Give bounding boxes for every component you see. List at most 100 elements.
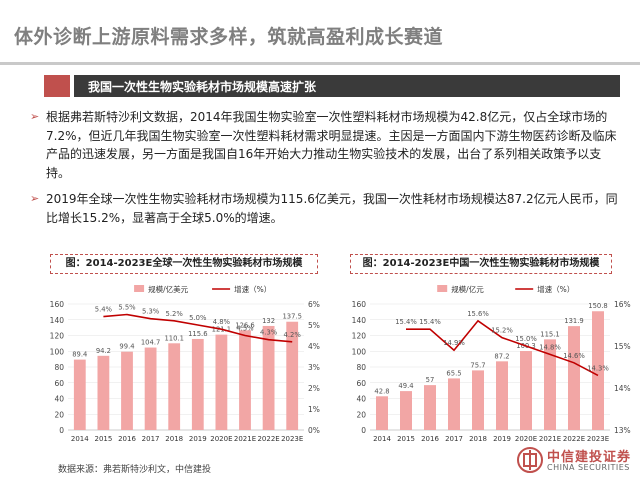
x-tick-label: 2014: [373, 435, 391, 443]
bar-value-label: 42.8: [374, 387, 389, 395]
x-tick-label: 2022E: [563, 435, 585, 443]
title-divider: [0, 62, 640, 65]
x-tick-label: 2015: [397, 435, 415, 443]
bar-value-label: 126.6: [235, 321, 254, 329]
y-right-tick-label: 16%: [614, 300, 631, 309]
bar: [472, 370, 484, 430]
growth-value-label: 5.3%: [142, 308, 160, 316]
y-left-tick-label: 80: [356, 363, 366, 372]
bar: [424, 385, 436, 430]
bar: [239, 330, 251, 430]
chart-title-global: 图：2014-2023E全球一次性生物实验耗材市场规模: [50, 254, 318, 274]
x-tick-label: 2017: [445, 435, 463, 443]
y-right-tick-label: 4%: [308, 342, 320, 351]
growth-value-label: 5.2%: [166, 310, 184, 318]
legend-bar-label: 规模/亿元: [451, 284, 484, 294]
section-title: 我国一次性生物实验耗材市场规模高速扩张: [88, 80, 317, 94]
growth-value-label: 14.9%: [443, 339, 465, 347]
bar: [144, 347, 157, 430]
bar-value-label: 110.1: [164, 334, 183, 342]
y-left-tick-label: 0: [361, 426, 366, 435]
legend-line-label: 增速（%）: [537, 284, 574, 294]
bar-value-label: 49.4: [398, 382, 413, 390]
bar: [215, 334, 228, 430]
banner-body: [74, 75, 620, 97]
growth-line: [406, 319, 599, 377]
x-tick-label: 2016: [421, 435, 439, 443]
bar: [592, 311, 604, 430]
arrow-bullet-icon: ➢: [30, 192, 40, 205]
x-tick-label: 2021E: [539, 435, 561, 443]
y-left-tick-label: 160: [352, 300, 367, 309]
y-right-tick-label: 5%: [308, 321, 320, 330]
chart-title-china: 图：2014-2023E中国一次性生物实验耗材市场规模: [350, 254, 612, 274]
bar-value-label: 94.2: [96, 347, 111, 355]
bar-value-label: 57: [426, 376, 435, 384]
growth-value-label: 14.8%: [539, 343, 561, 351]
growth-value-label: 4.3%: [260, 329, 278, 337]
y-left-tick-label: 120: [50, 332, 65, 341]
bar: [544, 339, 556, 430]
logo-text-en: CHINA SECURITIES: [547, 463, 630, 472]
y-left-tick-label: 40: [54, 395, 64, 404]
global-market-chart: 规模/亿美元 增速（%） 0 20 40 60 80 100 120 140 160 0% 1% 2% 3%…: [50, 284, 320, 443]
y-left-tick-label: 160: [50, 300, 65, 309]
bar-value-label: 137.5: [282, 313, 301, 321]
bar-value-label: 89.4: [72, 351, 87, 359]
legend-bar-label: 规模/亿美元: [148, 284, 189, 294]
bar: [286, 321, 299, 430]
growth-line: [103, 313, 293, 343]
x-tick-label: 2019: [493, 435, 511, 443]
bar-value-label: 104.7: [141, 339, 160, 347]
bar: [568, 326, 580, 430]
arrow-bullet-icon: ➢: [30, 110, 40, 123]
bar: [97, 355, 110, 430]
y-left-tick-label: 20: [54, 410, 64, 419]
y-left-tick-label: 60: [356, 379, 366, 388]
y-left-tick-label: 80: [54, 363, 64, 372]
x-tick-label: 2014: [71, 435, 89, 443]
y-left-tick-label: 140: [50, 316, 65, 325]
growth-value-label: 5.4%: [95, 306, 113, 314]
logo-text-cn: 中信建投证券: [547, 450, 632, 465]
y-left-tick-label: 100: [352, 347, 367, 356]
bullet-item: ➢ 2019年全球一次性生物实验耗材市场规模为115.6亿美元，我国一次性耗材市…: [30, 190, 620, 227]
growth-value-label: 4.8%: [213, 318, 231, 326]
x-tick-label: 2016: [118, 435, 136, 443]
logo-mark-icon: [517, 447, 543, 473]
x-tick-label: 2015: [94, 435, 112, 443]
bar: [376, 396, 388, 430]
legend-line-label: 增速（%）: [234, 284, 271, 294]
china-market-chart: 规模/亿元 增速（%） 0 20 40 60 80 100 120 140 160 13% 14% 15%…: [352, 284, 631, 443]
y-left-tick-label: 140: [352, 316, 367, 325]
bar: [73, 359, 86, 430]
y-left-tick-label: 60: [54, 379, 64, 388]
growth-value-label: 14.6%: [563, 352, 585, 360]
y-right-tick-label: 2%: [308, 384, 320, 393]
x-tick-label: 2023E: [281, 435, 303, 443]
x-tick-label: 2022E: [257, 435, 279, 443]
bullet-text: 根据弗若斯特沙利文数据，2014年我国生物实验室一次性塑料耗材市场规模为42.8…: [46, 110, 617, 180]
y-right-tick-label: 0%: [308, 426, 320, 435]
bar-value-label: 115.1: [540, 330, 559, 338]
bullet-list: ➢ 根据弗若斯特沙利文数据，2014年我国生物实验室一次性塑料耗材市场规模为42…: [30, 108, 620, 235]
growth-value-label: 4.2%: [284, 331, 302, 339]
banner-accent: [44, 75, 70, 97]
bullet-text: 2019年全球一次性生物实验耗材市场规模为115.6亿美元，我国一次性耗材市场规…: [46, 192, 618, 225]
bar: [121, 351, 133, 430]
growth-value-label: 15.4%: [395, 318, 417, 326]
growth-value-label: 4.5%: [236, 325, 254, 333]
y-left-tick-label: 20: [356, 410, 366, 419]
y-left-tick-label: 40: [356, 395, 366, 404]
y-left-tick-label: 120: [352, 332, 367, 341]
y-right-tick-label: 1%: [308, 405, 320, 414]
y-right-tick-label: 15%: [614, 342, 631, 351]
bar-value-label: 115.6: [188, 330, 207, 338]
x-tick-label: 2018: [165, 435, 183, 443]
growth-value-label: 15.6%: [467, 310, 489, 318]
growth-value-label: 15.2%: [491, 327, 513, 335]
x-tick-label: 2019: [189, 435, 207, 443]
section-banner: 我国一次性生物实验耗材市场规模高速扩张: [44, 75, 620, 97]
bar-value-label: 132: [262, 317, 275, 325]
legend-bar-swatch: [134, 285, 145, 292]
